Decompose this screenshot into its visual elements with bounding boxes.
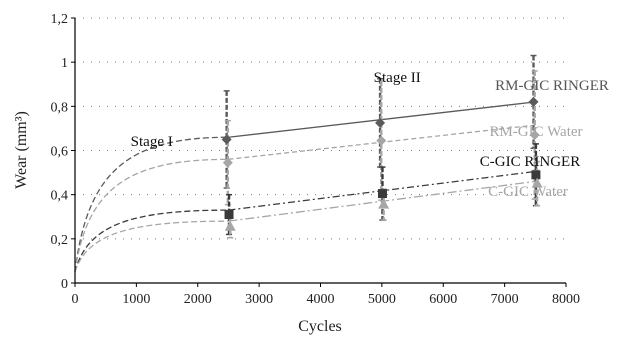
y-tick-label: 0,6 (51, 145, 69, 160)
stage-i-curve (74, 220, 229, 273)
data-point-diamond (222, 157, 233, 168)
stage-ii-trend-line (228, 180, 536, 222)
x-tick-label: 3000 (245, 292, 273, 307)
x-tick-label: 5000 (368, 292, 396, 307)
stage-label: Stage II (374, 70, 421, 86)
data-point-triangle (531, 177, 543, 188)
x-tick-label: 0 (72, 292, 79, 307)
axes (74, 18, 566, 284)
stage-i-curve (74, 158, 229, 273)
series-label: RM-GIC RINGER (495, 78, 609, 94)
x-tick-label: 2000 (184, 292, 212, 307)
y-tick-label: 1,2 (51, 12, 69, 27)
data-point-triangle (378, 198, 390, 209)
series-label: RM-GIC Water (489, 124, 582, 140)
y-tick-label: 0,2 (51, 233, 69, 248)
x-tick-label: 6000 (429, 292, 457, 307)
x-axis-title: Cycles (298, 318, 342, 335)
y-tick-label: 0 (61, 277, 68, 292)
x-tick-label: 8000 (552, 292, 580, 307)
stage-label: Stage I (131, 134, 173, 150)
y-tick-label: 1 (61, 56, 68, 71)
stage-labels: Stage I Stage II (131, 70, 421, 150)
x-tick-label: 4000 (307, 292, 335, 307)
data-point-square (377, 189, 387, 199)
y-tick-label: 0,8 (51, 100, 69, 115)
series-label: C-GIC Water (488, 184, 568, 200)
x-tick-label: 1000 (122, 292, 150, 307)
data-point-square (224, 210, 234, 220)
data-point-diamond (376, 135, 387, 146)
data-points (221, 96, 543, 231)
series-label: C-GIC RINGER (480, 154, 580, 170)
data-point-square (531, 170, 541, 180)
tick-labels: 0 0,2 0,4 0,6 0,8 1 1,2 0 1000 2000 3000 4000 5000 60… (51, 12, 581, 307)
x-tick-label: 7000 (491, 292, 519, 307)
series-labels: RM-GIC RINGER RM-GIC Water C-GIC RINGER C-G… (480, 78, 609, 200)
data-point-diamond (529, 130, 540, 141)
stage-i-curve (74, 209, 229, 273)
y-tick-label: 0,4 (51, 189, 69, 204)
data-point-diamond (221, 134, 232, 145)
data-point-diamond (528, 96, 539, 107)
fit-curves (74, 101, 536, 273)
y-axis-title: Wear (mm³) (13, 111, 30, 189)
data-point-triangle (224, 220, 236, 231)
data-point-diamond (375, 117, 386, 128)
stage-i-curve (74, 136, 229, 273)
